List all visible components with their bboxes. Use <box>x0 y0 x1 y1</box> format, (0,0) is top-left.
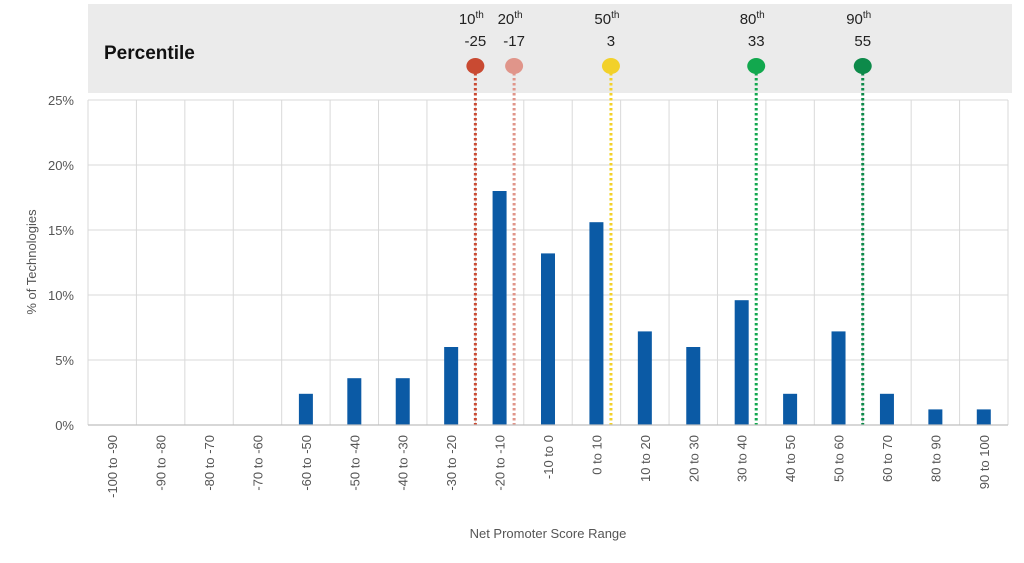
x-tick-label: 80 to 90 <box>928 435 943 482</box>
percentile-value: -17 <box>503 33 525 50</box>
x-tick-label: 40 to 50 <box>783 435 798 482</box>
y-tick-label: 25% <box>48 93 74 108</box>
bar <box>444 347 459 425</box>
bar <box>734 300 749 425</box>
x-tick-label: 10 to 20 <box>638 435 653 482</box>
percentile-ordinal: 50th <box>594 10 619 28</box>
x-tick-label: -50 to -40 <box>347 435 362 491</box>
percentile-dot <box>747 58 766 74</box>
x-tick-label: -30 to -20 <box>444 435 459 491</box>
axes: 0% 5% 10% 15% 20% 25% -100 to -90 -90 to -80 -80… <box>48 93 1008 498</box>
bar <box>637 331 652 425</box>
x-tick-label: -90 to -80 <box>154 435 169 491</box>
x-tick-label: -60 to -50 <box>299 435 314 491</box>
x-tick-label: 20 to 30 <box>686 435 701 482</box>
x-tick-label: -10 to 0 <box>541 435 556 479</box>
x-tick-label: 0 to 10 <box>589 435 604 475</box>
y-tick-label: 20% <box>48 158 74 173</box>
y-tick-label: 10% <box>48 288 74 303</box>
bar <box>879 393 894 425</box>
bar <box>831 331 846 425</box>
percentile-value: 33 <box>748 33 765 50</box>
x-tick-label: -40 to -30 <box>396 435 411 491</box>
percentile-title: Percentile <box>104 43 195 64</box>
percentile-ordinal: 10th <box>459 10 484 28</box>
bar <box>541 253 555 425</box>
x-tick-label: -100 to -90 <box>105 435 120 498</box>
bar <box>395 378 410 425</box>
bars <box>298 191 991 425</box>
y-tick-label: 0% <box>55 418 74 433</box>
percentile-dot <box>466 58 485 74</box>
bar <box>928 409 943 425</box>
bar <box>976 409 991 425</box>
bar <box>589 222 604 425</box>
bar <box>298 393 313 425</box>
percentile-value: 3 <box>607 33 615 50</box>
y-tick-label: 15% <box>48 223 74 238</box>
percentile-ordinal: 20th <box>498 10 523 28</box>
y-axis-title: % of Technologies <box>24 209 39 315</box>
bar <box>347 378 362 425</box>
x-tick-label: 50 to 60 <box>832 435 847 482</box>
y-tick-label: 5% <box>55 353 74 368</box>
grid-lines <box>87 99 1009 425</box>
percentile-ordinal: 80th <box>740 10 765 28</box>
x-axis-title: Net Promoter Score Range <box>470 526 627 541</box>
percentile-value: -25 <box>465 33 487 50</box>
x-tick-label: 60 to 70 <box>880 435 895 482</box>
percentile-markers: 10th -25 20th -17 50th 3 80th 33 90th 55 <box>459 10 872 425</box>
percentile-dot <box>505 58 524 74</box>
bar <box>783 393 798 425</box>
x-tick-label: 90 to 100 <box>977 435 992 489</box>
x-tick-label: -70 to -60 <box>250 435 265 491</box>
x-tick-label: 30 to 40 <box>735 435 750 482</box>
x-tick-label: -20 to -10 <box>493 435 508 491</box>
x-tick-label: -80 to -70 <box>202 435 217 491</box>
percentile-panel <box>88 4 1012 93</box>
percentile-ordinal: 90th <box>846 10 871 28</box>
percentile-dot <box>601 58 620 74</box>
bar <box>492 191 507 425</box>
percentile-dot <box>853 58 872 74</box>
percentile-value: 55 <box>854 33 871 50</box>
bar <box>686 347 701 425</box>
